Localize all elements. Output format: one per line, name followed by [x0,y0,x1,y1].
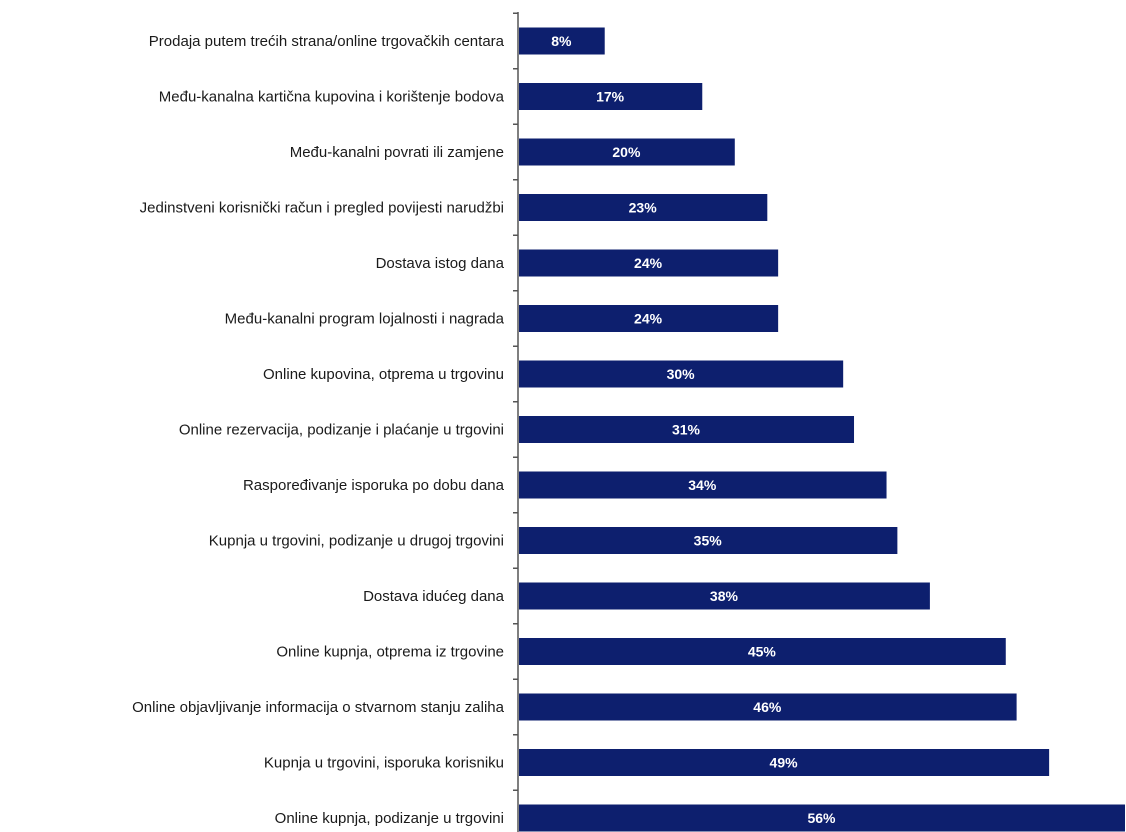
value-label: 31% [672,422,701,438]
bar [519,83,703,110]
value-label: 46% [753,699,782,715]
category-label: Online kupnja, otprema iz trgovine [276,644,504,661]
value-label: 24% [634,255,663,271]
value-label: 34% [688,477,717,493]
bar [519,360,844,388]
bar [519,249,779,277]
value-label: 38% [710,588,739,604]
category-label: Online kupovina, otprema u trgovinu [263,366,504,383]
value-label: 17% [596,89,625,105]
category-label: Prodaja putem trećih strana/online trgov… [149,33,505,50]
value-labels: 8% 17% 20% 23% 24% 24% 30% 31% 34% 35% 38% 45% 46% 49… [551,33,836,826]
category-label: Online kupnja, podizanje u trgovini [275,810,504,827]
bar [519,638,1006,665]
category-label: Dostava idućeg dana [363,588,505,605]
category-label: Raspoređivanje isporuka po dobu dana [243,477,505,494]
bar [519,527,898,554]
value-label: 20% [612,144,641,160]
category-label: Kupnja u trgovini, isporuka korisniku [264,755,504,772]
value-label: 56% [807,810,836,826]
category-label: Među-kanalni program lojalnosti i nagrad… [225,311,505,328]
category-labels: Prodaja putem trećih strana/online trgov… [132,33,505,827]
category-label: Jedinstveni korisnički račun i pregled p… [140,200,504,217]
value-label: 8% [551,33,572,49]
bar [519,471,887,499]
category-label: Kupnja u trgovini, podizanje u drugoj tr… [209,533,504,550]
category-label: Online rezervacija, podizanje i plaćanje… [179,422,504,439]
bar [519,416,855,443]
bar [519,693,1017,721]
bar-series [519,27,1125,832]
bar [519,582,930,610]
bar [519,305,779,332]
value-label: 49% [770,755,799,771]
value-label: 45% [748,644,777,660]
bar [519,804,1125,832]
value-label: 24% [634,311,663,327]
bar [519,138,735,166]
category-label: Online objavljivanje informacija o stvar… [132,699,505,716]
value-label: 30% [667,366,696,382]
value-label: 23% [629,200,658,216]
bar [519,27,605,55]
category-label: Među-kanalni povrati ili zamjene [290,144,504,161]
category-label: Dostava istog dana [376,255,505,272]
bar [519,194,768,221]
bar [519,749,1050,776]
category-label: Među-kanalna kartična kupovina i korište… [159,89,505,106]
value-label: 35% [694,533,723,549]
y-axis-ticks [513,12,518,791]
